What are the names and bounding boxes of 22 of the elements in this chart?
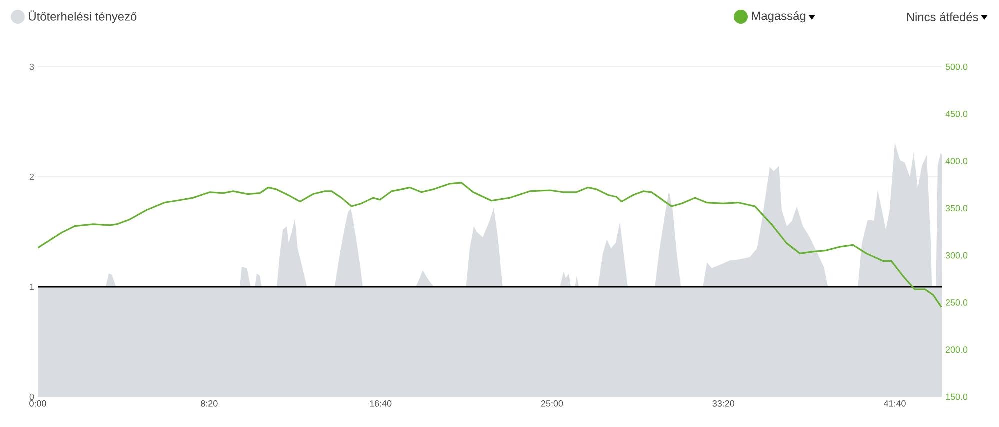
x-tick-label: 16:40	[370, 400, 392, 407]
y2-tick-label: 150.0	[946, 394, 968, 400]
y2-tick-label: 400.0	[946, 158, 968, 164]
y2-tick-label: 450.0	[946, 110, 968, 118]
x-tick-label: 41:40	[884, 400, 906, 407]
x-tick-label: 25:00	[541, 400, 564, 407]
y2-tick-label: 350.0	[946, 205, 968, 212]
x-tick-label: 0:00	[30, 400, 46, 407]
y-tick-label: 2	[30, 174, 34, 180]
y-tick-label: 1	[30, 284, 34, 290]
text: Nincs átfedés	[907, 12, 978, 22]
x-tick-label: 33:20	[712, 400, 735, 407]
y2-tick-label: 500.0	[946, 64, 968, 70]
y2-tick-label: 200.0	[946, 346, 968, 354]
y2-tick-label: 250.0	[946, 300, 968, 306]
line-series	[38, 182, 942, 308]
x-tick-label: 8:20	[201, 400, 218, 407]
legend-label: Ütőterhelési tényező	[29, 10, 137, 24]
y-tick-label: 0	[30, 394, 34, 400]
y-tick-label: 3	[30, 64, 34, 70]
legend-label: Magasság	[752, 11, 806, 23]
y2-tick-label: 300.0	[946, 252, 968, 259]
